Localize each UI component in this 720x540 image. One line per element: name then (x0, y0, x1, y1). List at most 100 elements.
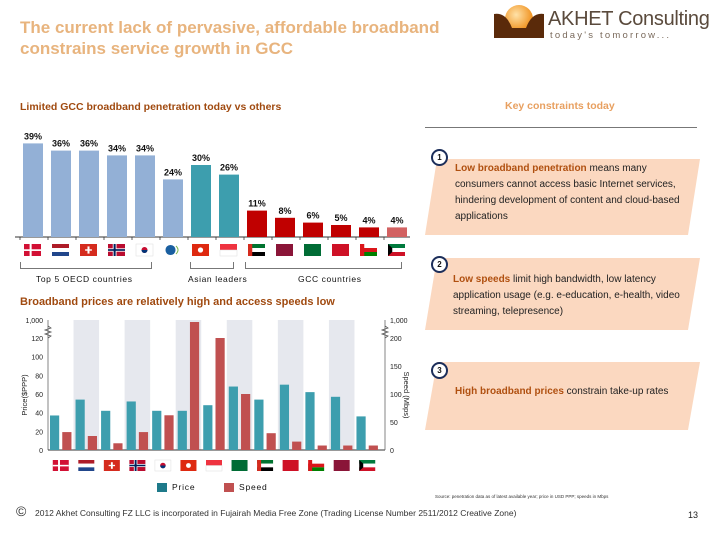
price-bar-bahrain (279, 384, 290, 450)
constraint-desc-3: constrain take-up rates (563, 386, 669, 397)
flag-south-korea-icon (135, 243, 154, 257)
logo-name: AKHET Consulting (548, 8, 710, 30)
page-title: The current lack of pervasive, affordabl… (20, 18, 440, 58)
speed-bar-kuwait (368, 445, 378, 450)
legend-swatch-speed (224, 483, 234, 492)
axis-break-left-icon (43, 325, 53, 339)
price-bar-kuwait (356, 416, 366, 450)
bar-uae (247, 210, 267, 237)
bar-denmark (23, 143, 43, 237)
y-tick-label: 0 (39, 448, 43, 455)
data-label: 4% (390, 215, 403, 225)
constraint-box-1-bg (425, 159, 700, 235)
speed-bar-qatar (343, 445, 353, 450)
data-label: 24% (164, 167, 182, 177)
price-bar-singapore (203, 405, 213, 450)
legend-swatch-price (157, 483, 167, 492)
bar-saudi-arabia (303, 222, 323, 237)
data-label: 6% (306, 211, 319, 221)
data-label: 36% (52, 139, 70, 149)
constraint-text-2: Low speeds limit high bandwidth, low lat… (453, 272, 688, 320)
group-label-asia: Asian leaders (188, 274, 248, 284)
flag-hong-kong-icon (192, 244, 209, 256)
page-number: 13 (688, 510, 699, 520)
bar-oecd (163, 179, 183, 237)
bar-switzerland (79, 150, 99, 237)
price-bar-south-korea (152, 410, 162, 450)
price-bar-netherlands (75, 399, 85, 450)
flag-denmark-icon (52, 460, 69, 471)
data-label: 8% (278, 206, 291, 216)
penetration-chart: 39% 36% 36% 34% 34% 24% 30% 26% 11% 8% 6% 5% 4% 4% (15, 131, 410, 240)
lower-section-title: Broadband prices are relatively high and… (20, 296, 335, 308)
data-label: 36% (80, 139, 98, 149)
price-bar-norway (126, 401, 136, 450)
flag-singapore-icon (205, 460, 223, 472)
flag-qatar-icon (333, 460, 350, 471)
flag-switzerland-icon (80, 244, 97, 256)
data-label: 39% (24, 131, 42, 141)
y-tick-label: 60 (35, 392, 43, 399)
flag-south-korea-icon (154, 459, 172, 472)
flags-row-price-speed (15, 458, 415, 474)
constraint-desc-1: means many consumers cannot access basic… (455, 163, 680, 222)
footer-text: 2012 Akhet Consulting FZ LLC is incorpor… (35, 508, 517, 518)
speed-bar-singapore (215, 338, 225, 450)
flag-singapore-icon (219, 244, 238, 257)
flag-qatar-icon (276, 244, 293, 256)
flag-saudi-arabia-icon (231, 460, 248, 471)
flag-switzerland-icon (103, 460, 120, 471)
logo-tagline: today's tomorrow... (550, 30, 672, 41)
bracket-gcc (245, 262, 402, 269)
bracket-asia (190, 262, 234, 269)
group-label-oecd: Top 5 OECD countries (36, 274, 133, 284)
y-tick-label: 1,000 (25, 318, 43, 325)
constraint-number-2: 2 (431, 256, 448, 273)
y-tick-label: 100 (31, 355, 43, 362)
bar-bahrain (331, 225, 351, 237)
speed-bar-saudi-arabia (241, 394, 251, 450)
bar-oman (359, 227, 379, 237)
price-bar-uae (254, 399, 264, 450)
price-bar-hong-kong (177, 410, 187, 450)
speed-bar-oman (317, 445, 327, 450)
flag-norway-icon (108, 244, 125, 256)
speed-bar-south-korea (164, 415, 174, 450)
price-bar-oman (305, 392, 315, 450)
constraint-text-3: High broadband prices constrain take-up … (455, 384, 685, 400)
flag-oman-icon (308, 460, 325, 471)
axis-break-right-icon (380, 325, 390, 339)
bar-qatar (275, 217, 295, 237)
constraint-number-1: 1 (431, 149, 448, 166)
data-label: 5% (334, 213, 347, 223)
y2-tick-label: 50 (390, 420, 398, 427)
bar-norway (107, 155, 127, 237)
data-label: 34% (108, 143, 126, 153)
sun-over-hills-icon (494, 5, 544, 38)
flag-uae-icon (257, 460, 274, 471)
y2-tick-label: 1,000 (390, 318, 408, 325)
price-bar-denmark (50, 415, 60, 450)
y2-axis-label: Speed (Mbps) (402, 371, 411, 419)
flags-svg (24, 243, 405, 257)
constraint-desc-2: limit high bandwidth, low latency applic… (453, 274, 680, 317)
bar-netherlands (51, 150, 71, 237)
speed-bar-norway (138, 432, 149, 450)
constraint-text-1: Low broadband penetration means many con… (455, 161, 685, 225)
bar-hong-kong (191, 165, 211, 237)
flag-bahrain-icon (332, 244, 349, 256)
bracket-oecd (20, 262, 152, 269)
y2-tick-label: 150 (390, 364, 402, 371)
flag-netherlands-icon (52, 244, 69, 256)
flag-kuwait-icon (359, 460, 376, 471)
y-tick-label: 40 (35, 411, 43, 418)
data-label: 26% (220, 163, 238, 173)
flag-denmark-icon (24, 244, 41, 256)
constraint-bold-2: Low speeds (453, 274, 511, 285)
speed-bar-switzerland (113, 443, 123, 450)
data-label: 34% (136, 143, 154, 153)
group-label-gcc: GCC countries (298, 274, 362, 284)
price-bar-saudi-arabia (228, 386, 238, 450)
speed-bar-hong-kong (189, 322, 200, 450)
bar-south-korea (135, 155, 155, 237)
